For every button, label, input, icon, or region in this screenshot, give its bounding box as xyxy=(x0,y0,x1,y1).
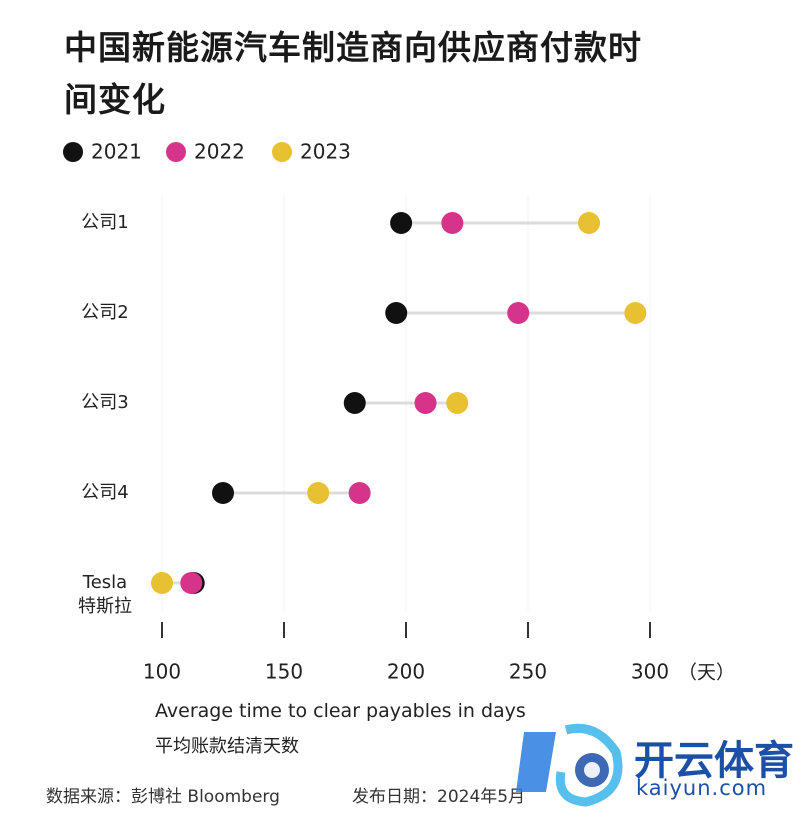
x-axis-label: Average time to clear payables in days xyxy=(155,700,526,722)
legend-marker xyxy=(63,142,83,162)
dot xyxy=(348,482,371,504)
dot xyxy=(307,482,330,504)
x-tick-label: 100 xyxy=(143,660,181,684)
dot xyxy=(446,392,469,414)
dot xyxy=(441,212,464,234)
y-tick-label: 公司2 xyxy=(81,302,129,323)
dot xyxy=(624,302,647,324)
chart-title: 中国新能源汽车制造商向供应商付款时间变化 xyxy=(64,28,642,119)
legend-label: 2023 xyxy=(300,140,351,164)
dot xyxy=(180,572,203,594)
x-axis-label-cn: 平均账款结清天数 xyxy=(155,736,299,757)
dot xyxy=(414,392,437,414)
watermark-logo xyxy=(516,723,623,807)
legend-marker xyxy=(166,142,186,162)
dot xyxy=(343,392,366,414)
date: 发布日期：2024年5月 xyxy=(352,787,526,807)
dot xyxy=(212,482,234,504)
y-tick-label: 公司1 xyxy=(81,212,129,233)
legend-label: 2021 xyxy=(91,140,142,164)
x-tick-label: 250 xyxy=(509,660,547,684)
dot xyxy=(578,212,600,234)
legend-label: 2022 xyxy=(194,140,245,164)
y-tick-label: 公司4 xyxy=(81,482,129,503)
legend-marker xyxy=(272,142,292,162)
x-unit: （天） xyxy=(678,662,735,684)
watermark-url: kaiyun.com xyxy=(636,776,768,800)
dot xyxy=(385,302,408,324)
x-tick-label: 150 xyxy=(265,660,303,684)
y-tick-label: 公司3 xyxy=(81,392,129,413)
x-tick-label: 300 xyxy=(631,660,669,684)
dot xyxy=(151,572,173,594)
dot xyxy=(507,302,530,324)
y-tick-label: Tesla 特斯拉 xyxy=(78,572,132,617)
watermark-name: 开云体育 xyxy=(634,738,794,784)
dot xyxy=(390,212,413,234)
x-tick-label: 200 xyxy=(387,660,425,684)
source: 数据来源：彭博社 Bloomberg xyxy=(46,787,280,807)
